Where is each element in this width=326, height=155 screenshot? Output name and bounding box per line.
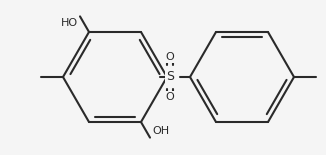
Text: O: O bbox=[166, 52, 174, 62]
Text: HO: HO bbox=[61, 18, 78, 28]
Text: S: S bbox=[166, 71, 174, 84]
Text: O: O bbox=[166, 92, 174, 102]
Text: OH: OH bbox=[152, 126, 169, 136]
